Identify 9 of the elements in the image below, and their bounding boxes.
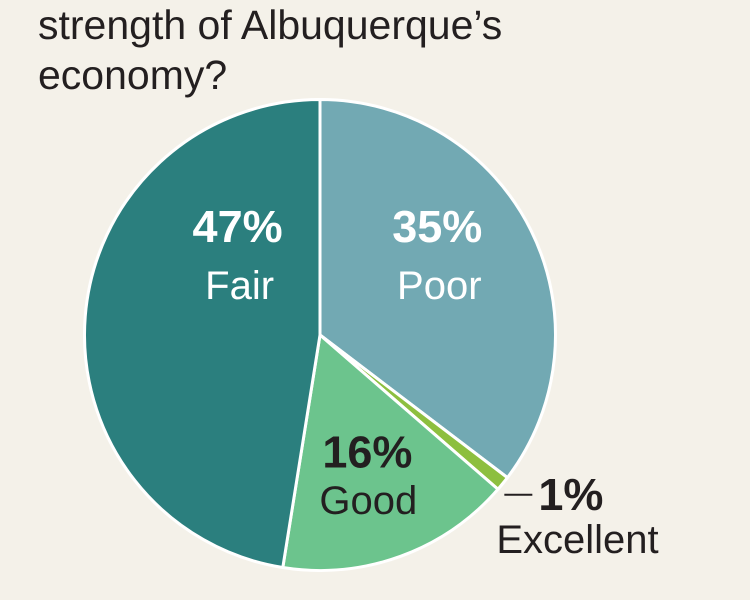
slice-label: Excellent xyxy=(496,518,659,562)
slice-label: Fair xyxy=(205,264,274,308)
slice-label: Good xyxy=(319,479,418,524)
data-label: 1% xyxy=(538,469,604,520)
data-label: 47% xyxy=(192,201,283,252)
data-label: 35% xyxy=(392,201,482,252)
chart-title: strength of Albuquerque’s economy? xyxy=(38,1,504,100)
slice-label: Poor xyxy=(397,264,482,308)
data-label: 16% xyxy=(322,426,412,478)
